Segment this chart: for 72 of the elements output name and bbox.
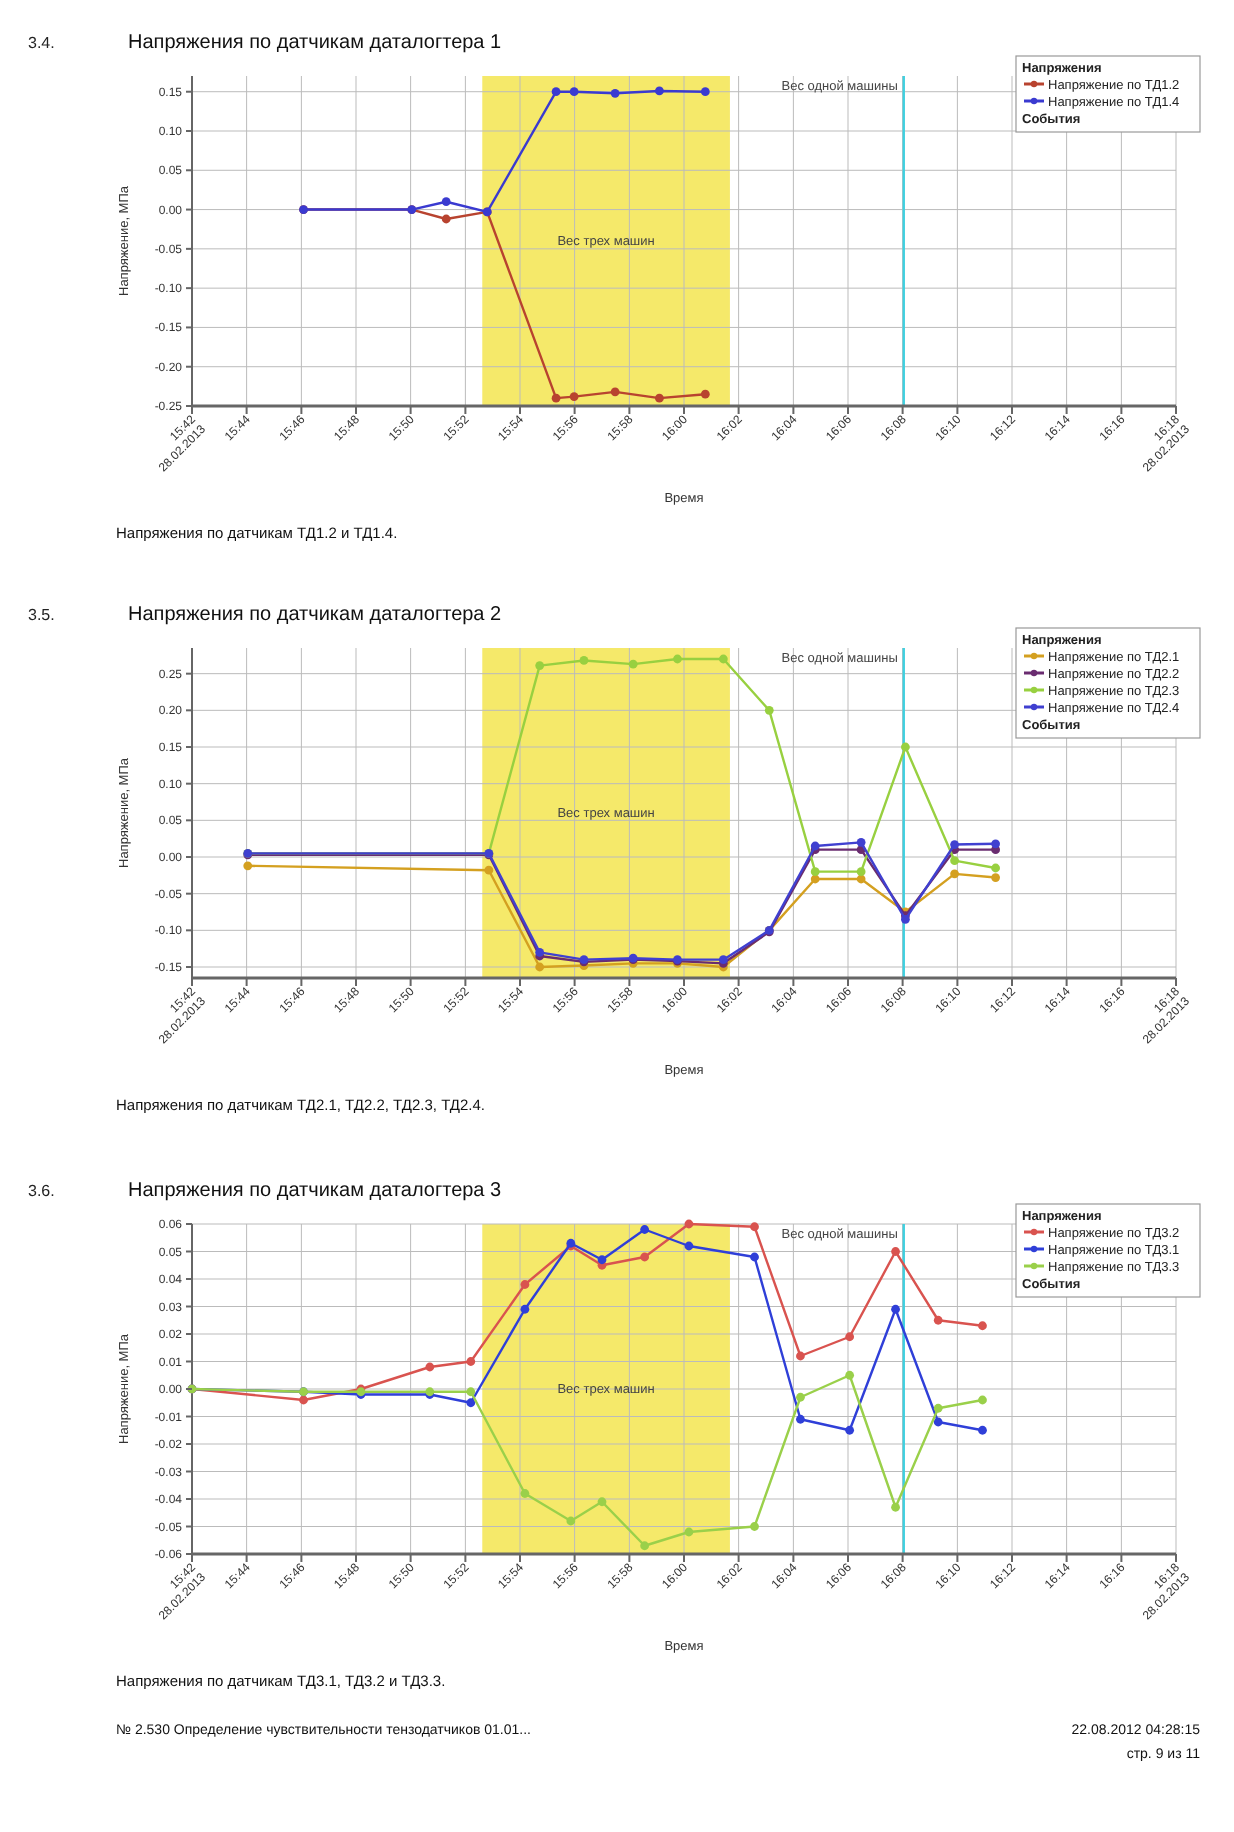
point: [640, 1541, 650, 1551]
point: [901, 742, 910, 752]
point: [856, 837, 866, 847]
point: [566, 1516, 576, 1526]
point: [750, 1522, 759, 1531]
point: [466, 1357, 476, 1366]
point: [466, 1387, 476, 1397]
point: [950, 856, 959, 866]
point: [655, 393, 664, 403]
point: [628, 659, 638, 669]
point: [700, 389, 710, 399]
point: [845, 1332, 855, 1342]
point: [796, 1414, 805, 1424]
point: [684, 1241, 694, 1251]
point: [933, 1403, 943, 1413]
point: [991, 863, 1000, 873]
text: 3.5.: [28, 606, 55, 624]
chart-title: Напряжения по датчикам даталогтера 1: [128, 32, 503, 54]
point: [535, 962, 545, 972]
point: [856, 867, 866, 877]
point: [655, 86, 664, 96]
point: [845, 1425, 855, 1435]
point: [810, 867, 820, 877]
chart-title: Напряжения по датчикам даталогтера 2: [128, 604, 503, 626]
point: [750, 1222, 759, 1232]
point: [673, 654, 682, 664]
point: [933, 1315, 943, 1325]
point: [991, 873, 1000, 882]
point: [718, 654, 728, 664]
point: [597, 1255, 607, 1265]
point: [484, 865, 494, 875]
point: [466, 1398, 476, 1408]
point: [569, 87, 579, 97]
point: [441, 214, 451, 224]
point: [640, 1252, 650, 1262]
point: [520, 1489, 530, 1498]
point: [535, 661, 545, 670]
point: [950, 840, 959, 849]
point: [441, 197, 451, 207]
point: [845, 1370, 855, 1380]
point: [933, 1417, 943, 1427]
point: [891, 1247, 900, 1256]
point: [991, 839, 1000, 849]
point: [750, 1252, 759, 1262]
point: [796, 1351, 805, 1361]
point: [597, 1497, 607, 1507]
point: [520, 1304, 530, 1314]
point: [610, 387, 620, 397]
point: [520, 1280, 530, 1289]
point: [700, 87, 710, 97]
point: [684, 1527, 694, 1537]
point: [299, 1395, 308, 1405]
point: [551, 393, 561, 403]
point: [796, 1392, 805, 1402]
point: [764, 705, 774, 715]
point: [891, 1304, 900, 1314]
text: 3.6.: [28, 1182, 55, 1200]
point: [978, 1425, 987, 1435]
point: [684, 1219, 694, 1229]
text: 3.4.: [28, 34, 55, 52]
chart-title: Напряжения по датчикам даталогтера 3: [128, 1180, 503, 1202]
point: [551, 87, 561, 97]
point: [579, 656, 589, 665]
point: [978, 1395, 987, 1405]
point: [891, 1502, 900, 1512]
point: [640, 1225, 650, 1234]
point: [610, 88, 620, 98]
point: [569, 392, 579, 401]
point: [950, 869, 959, 879]
point: [425, 1362, 435, 1372]
point: [978, 1321, 987, 1331]
point: [243, 861, 253, 871]
